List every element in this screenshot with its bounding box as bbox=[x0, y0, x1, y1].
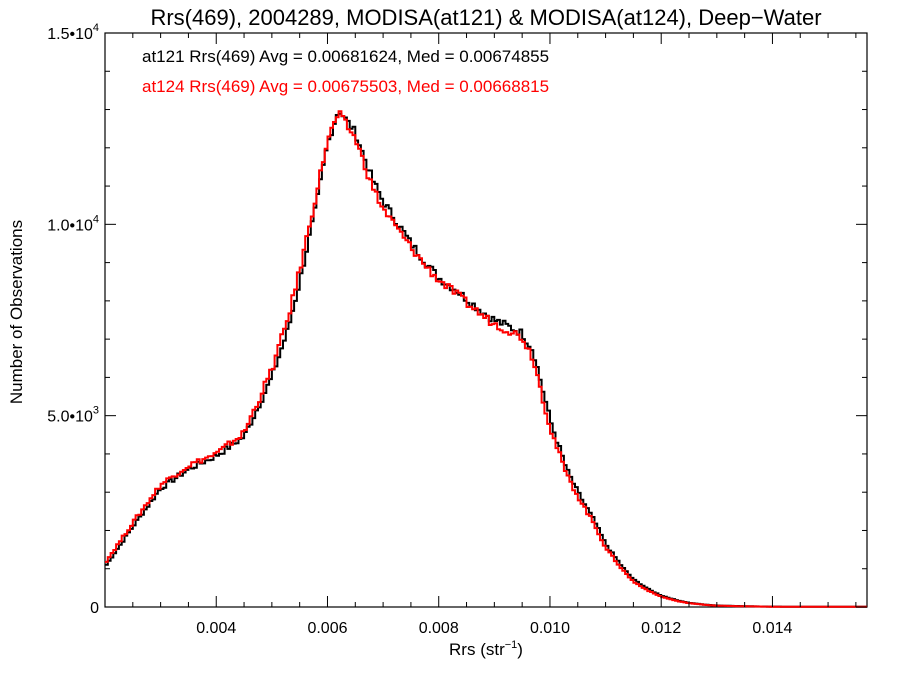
series-line-at124 bbox=[105, 110, 867, 608]
x-tick-label: 0.004 bbox=[196, 620, 236, 637]
y-tick-label-exp: 4 bbox=[93, 22, 99, 34]
x-tick-label: 0.014 bbox=[752, 620, 792, 637]
x-tick-label: 0.006 bbox=[307, 620, 347, 637]
x-axis-label-end: ) bbox=[517, 640, 523, 659]
y-tick-label-exp: 4 bbox=[93, 213, 99, 225]
annotation-at121: at121 Rrs(469) Avg = 0.00681624, Med = 0… bbox=[142, 47, 549, 66]
x-tick-label: 0.012 bbox=[641, 620, 681, 637]
y-tick-label: 1.0•104 bbox=[47, 213, 99, 234]
x-tick-label: 0.008 bbox=[419, 620, 459, 637]
x-axis-label: Rrs (str−1) bbox=[449, 639, 523, 659]
y-tick-label: 1.5•104 bbox=[47, 22, 99, 43]
y-tick-label-main: 1.0•10 bbox=[47, 217, 93, 234]
y-tick-label-main: 1.5•10 bbox=[47, 26, 93, 43]
series-line-at121 bbox=[105, 112, 867, 608]
y-tick-label-exp: 3 bbox=[93, 405, 99, 417]
plot-frame bbox=[104, 32, 868, 608]
chart-title: Rrs(469), 2004289, MODISA(at121) & MODIS… bbox=[150, 5, 821, 30]
x-axis-label-sup: −1 bbox=[505, 639, 518, 651]
x-axis-label-main: Rrs (str bbox=[449, 640, 505, 659]
y-tick-label-main: 5.0•10 bbox=[47, 409, 93, 426]
x-tick-label: 0.010 bbox=[530, 620, 570, 637]
series-layer bbox=[105, 110, 867, 608]
y-tick-label: 5.0•103 bbox=[47, 405, 99, 426]
ticks-layer: 0.004 0.006 0.008 0.010 0.012 0.014 0 5.0•103 1.… bbox=[47, 22, 867, 637]
plot-border bbox=[104, 32, 868, 608]
annotation-at124: at124 Rrs(469) Avg = 0.00675503, Med = 0… bbox=[142, 77, 549, 96]
y-tick-label: 0 bbox=[90, 600, 99, 617]
y-axis-label: Number of Observations bbox=[7, 220, 26, 404]
y-tick-label-main: 0 bbox=[90, 600, 99, 617]
